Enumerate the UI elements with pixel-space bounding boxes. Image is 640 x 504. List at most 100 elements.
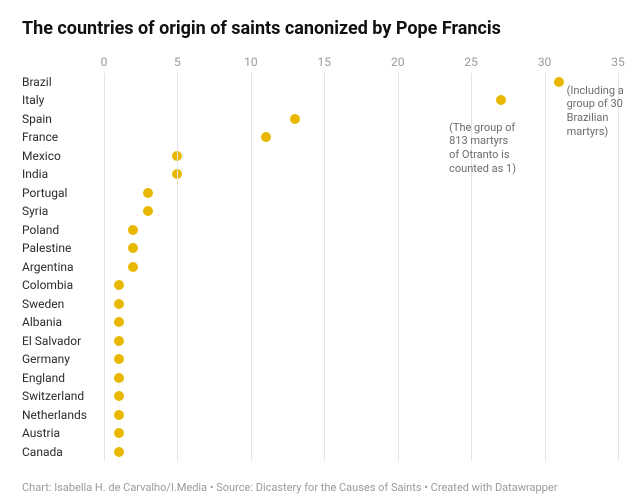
row-label: Netherlands [22,408,104,422]
row-label: Canada [22,445,104,459]
annotation-line: martyrs) [567,125,624,139]
row-track [104,91,618,110]
data-dot [128,225,138,235]
data-row: Netherlands [22,406,618,425]
row-track [104,202,618,221]
row-label: Italy [22,93,104,107]
data-row: Portugal [22,184,618,203]
data-dot [261,132,271,142]
annotation-line: of Otranto is [449,148,516,162]
row-label: Portugal [22,186,104,200]
row-label: Poland [22,223,104,237]
row-track [104,332,618,351]
row-track [104,369,618,388]
data-row: France [22,128,618,147]
data-row: Canada [22,443,618,462]
annotation: (The group of813 martyrsof Otranto iscou… [449,121,516,176]
gridline [545,73,546,462]
data-dot [114,317,124,327]
gridline [104,73,105,462]
row-label: Mexico [22,149,104,163]
annotation-line: (Including a [567,84,624,98]
row-track [104,443,618,462]
x-axis-tick: 25 [464,55,478,69]
plot-area: 05101520253035 BrazilItalySpainFranceMex… [22,55,618,462]
data-row: Argentina [22,258,618,277]
x-axis-tick: 0 [101,55,108,69]
data-dot [114,391,124,401]
x-axis-tick: 30 [538,55,552,69]
annotation-line: 813 martyrs [449,134,516,148]
x-axis-tick: 35 [611,55,625,69]
annotation-line: Brazilian [567,111,624,125]
data-dot [114,299,124,309]
annotation: (Including agroup of 30Brazilianmartyrs) [567,84,624,139]
data-row: Mexico [22,147,618,166]
annotation-line: (The group of [449,121,516,135]
row-label: Argentina [22,260,104,274]
data-row: Brazil [22,73,618,92]
data-dot [114,410,124,420]
row-track [104,128,618,147]
row-track [104,424,618,443]
row-track [104,350,618,369]
data-dot [143,188,153,198]
data-row: El Salvador [22,332,618,351]
data-dot [114,336,124,346]
row-label: India [22,167,104,181]
gridline [324,73,325,462]
data-dot [114,280,124,290]
row-label: Germany [22,352,104,366]
x-axis-tick: 5 [174,55,181,69]
row-track [104,406,618,425]
data-row: England [22,369,618,388]
row-track [104,258,618,277]
data-dot [114,447,124,457]
row-track [104,239,618,258]
data-dot [496,95,506,105]
x-axis-tick: 10 [244,55,258,69]
chart-container: The countries of origin of saints canoni… [0,0,640,504]
data-dot [114,428,124,438]
rows-container: Brazil Italy Spain France Mexico India Portuga… [22,73,618,462]
row-label: Palestine [22,241,104,255]
data-row: Colombia [22,276,618,295]
x-axis: 05101520253035 [104,55,618,73]
gridline [251,73,252,462]
data-dot [128,243,138,253]
data-row: Poland [22,221,618,240]
row-track [104,73,618,92]
row-label: El Salvador [22,334,104,348]
row-label: Brazil [22,75,104,89]
annotation-line: group of 30 [567,97,624,111]
row-label: Syria [22,204,104,218]
data-row: India [22,165,618,184]
row-label: Austria [22,426,104,440]
data-row: Albania [22,313,618,332]
row-label: England [22,371,104,385]
row-track [104,184,618,203]
data-row: Germany [22,350,618,369]
row-label: Sweden [22,297,104,311]
data-dot [128,262,138,272]
data-row: Italy [22,91,618,110]
row-label: Switzerland [22,389,104,403]
data-row: Switzerland [22,387,618,406]
row-label: Spain [22,112,104,126]
row-label: Colombia [22,278,104,292]
row-label: Albania [22,315,104,329]
row-track [104,147,618,166]
gridline [177,73,178,462]
row-track [104,387,618,406]
data-dot [114,373,124,383]
row-track [104,165,618,184]
gridline [398,73,399,462]
x-axis-tick: 15 [318,55,332,69]
data-row: Palestine [22,239,618,258]
data-dot [554,77,564,87]
data-row: Austria [22,424,618,443]
x-axis-tick: 20 [391,55,405,69]
row-track [104,110,618,129]
row-track [104,313,618,332]
data-row: Syria [22,202,618,221]
